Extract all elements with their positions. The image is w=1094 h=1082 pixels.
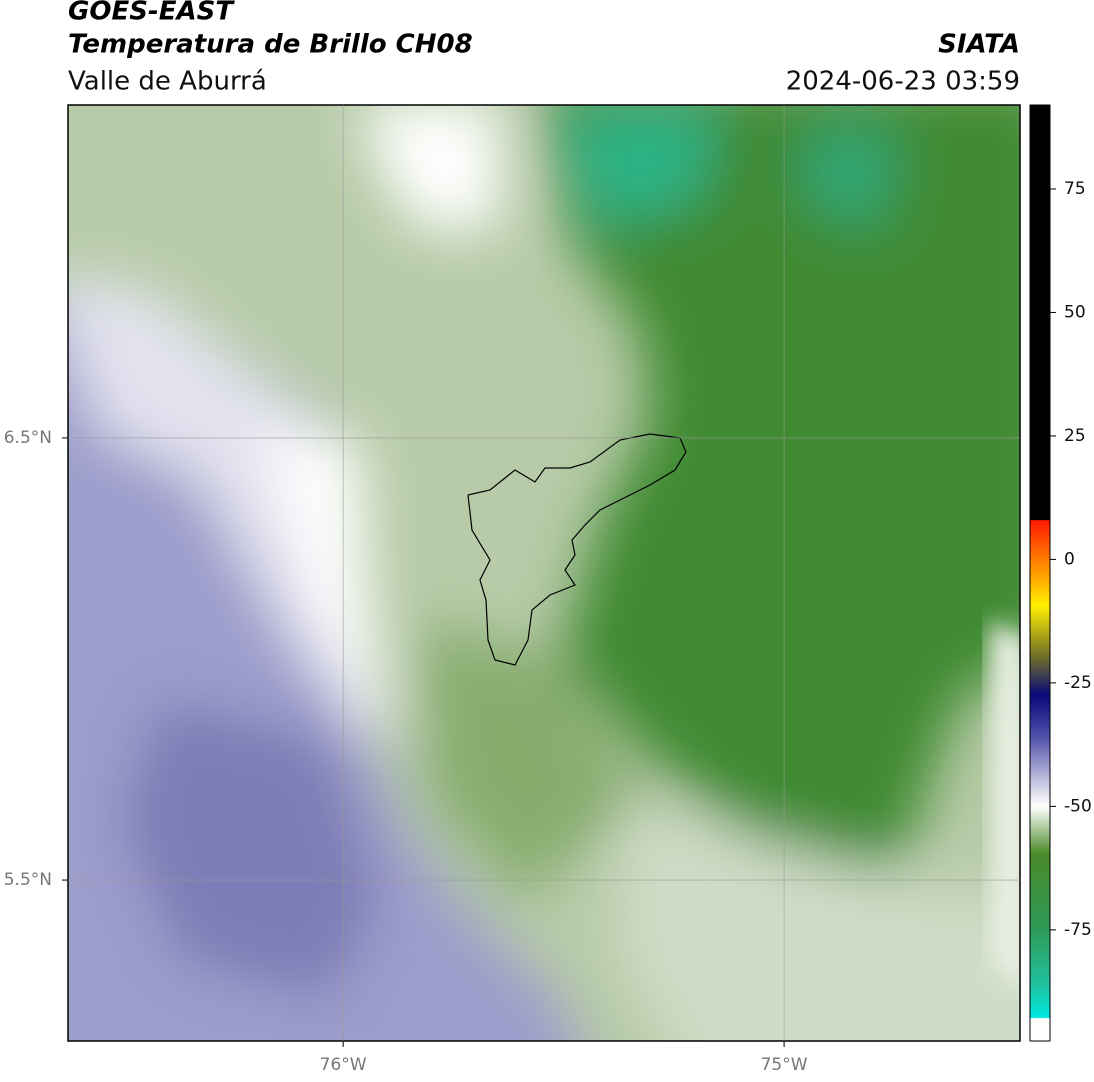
region: Valle de Aburrá xyxy=(68,67,267,97)
subtitle: Temperatura de Brillo CH08 xyxy=(68,30,473,60)
map-frame xyxy=(67,104,1021,1042)
colorbar-tick-label: 50 xyxy=(1064,302,1086,322)
colorbar-tick-label: 75 xyxy=(1064,179,1086,199)
lat-label: 5.5°N xyxy=(4,870,52,890)
source: SIATA xyxy=(938,30,1020,60)
colorbar xyxy=(1029,104,1051,1042)
datetime: 2024-06-23 03:59 xyxy=(786,67,1020,97)
colorbar-tick-label: 0 xyxy=(1064,549,1075,569)
colorbar-tick-label: -50 xyxy=(1064,796,1092,816)
lat-label: 6.5°N xyxy=(4,428,52,448)
satellite-image xyxy=(68,105,1020,1041)
colorbar-tick-label: -75 xyxy=(1064,920,1092,940)
colorbar-tick-label: 25 xyxy=(1064,426,1086,446)
basin-outline xyxy=(467,433,687,666)
lon-label: 76°W xyxy=(320,1055,367,1075)
lon-label: 75°W xyxy=(761,1055,808,1075)
title: GOES-EAST xyxy=(68,0,235,27)
colorbar-tick-label: -25 xyxy=(1064,673,1092,693)
